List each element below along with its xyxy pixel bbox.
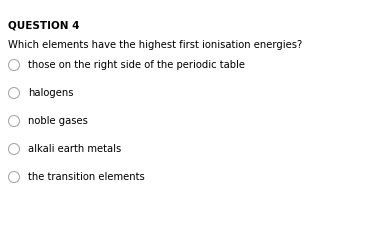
Text: those on the right side of the periodic table: those on the right side of the periodic … xyxy=(28,60,245,70)
Text: QUESTION 4: QUESTION 4 xyxy=(8,20,80,30)
Text: the transition elements: the transition elements xyxy=(28,172,145,182)
Text: halogens: halogens xyxy=(28,88,74,98)
Text: noble gases: noble gases xyxy=(28,116,88,126)
Text: Which elements have the highest first ionisation energies?: Which elements have the highest first io… xyxy=(8,40,302,50)
Text: alkali earth metals: alkali earth metals xyxy=(28,144,121,154)
